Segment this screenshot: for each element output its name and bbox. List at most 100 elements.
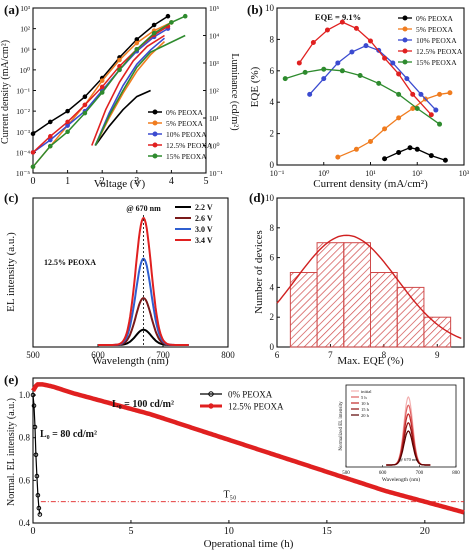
panel-b-point xyxy=(447,90,453,96)
panel-a-xtick-label: 4 xyxy=(169,176,174,187)
panel-b-point xyxy=(353,25,359,31)
panel-a-legend-marker xyxy=(152,142,158,148)
panel-b-point xyxy=(396,149,402,155)
panel-c-legend-entry: 3.4 V xyxy=(195,236,213,245)
inset-ylabel: Normalized EL intensity xyxy=(339,401,344,451)
panel-b-point xyxy=(307,91,313,97)
panel-e-ylabel: Normal. EL intensity (a.u.) xyxy=(6,398,17,506)
panel-a-jv-point xyxy=(99,84,105,90)
panel-b-legend-marker xyxy=(402,26,408,32)
panel-d-xtick-label: 7 xyxy=(328,350,333,360)
panel-b-ytick-label: 4 xyxy=(270,97,275,107)
panel-a-jv-point xyxy=(65,123,70,128)
panel-d-ytick-label: 8 xyxy=(270,223,275,233)
panel-a-legend-entry: 15% PEOXA xyxy=(166,152,207,161)
panel-d-bar xyxy=(316,242,345,348)
inset-legend-entry: 10 h xyxy=(361,401,370,406)
panel-b-point xyxy=(428,153,434,159)
panel-a-jv-point xyxy=(30,131,36,137)
panel-b-point xyxy=(414,146,420,152)
panel-b-point xyxy=(437,91,443,97)
panel-a-jv-point xyxy=(99,90,105,95)
panel-b-point xyxy=(428,112,434,118)
panel-b-point xyxy=(390,60,396,66)
panel-b-point xyxy=(349,49,355,55)
panel-b-point xyxy=(339,19,345,25)
panel-a-legend-marker xyxy=(152,131,158,137)
panel-d-bar xyxy=(289,272,318,348)
panel-b-point xyxy=(353,146,359,152)
panel-a-ytick-label: 10² xyxy=(20,25,31,34)
panel-c-frame xyxy=(32,197,229,348)
panel-a-y2tick-label: 10⁵ xyxy=(209,4,220,13)
panel-b-point xyxy=(382,55,388,61)
panel-a-jv-point xyxy=(151,22,157,28)
panel-b-xtick-label: 10² xyxy=(412,169,423,178)
panel-e-l0-12: L₀ = 100 cd/m² xyxy=(112,399,174,410)
panel-a: 0 1 2 3 4 5 10⁻⁵ 10⁻⁴ 10⁻³ 10⁻² 10⁻¹ 10⁰ 10¹ 10² 10³ 10… xyxy=(0,2,240,190)
panel-e-point-0 xyxy=(37,512,43,517)
panel-e-point-0 xyxy=(34,473,40,479)
panel-a-xtick-label: 2 xyxy=(100,176,105,187)
panel-e-legend-marker xyxy=(208,403,214,409)
panel-a-jv-point xyxy=(117,67,122,73)
panel-a-ytick-label: 10¹ xyxy=(20,45,30,54)
panel-a-xlabel: Voltage (V) xyxy=(94,178,146,190)
panel-e-l0-0: L₀ = 80 cd/m² xyxy=(40,429,97,440)
panel-a-y2tick-label: 10² xyxy=(209,87,220,96)
panel-a-legend-marker xyxy=(152,120,158,126)
panel-a-ytick-label: 10³ xyxy=(20,4,31,13)
panel-e-xtick-label: 5 xyxy=(128,526,133,537)
panel-a-lv-line xyxy=(94,89,151,146)
panel-a-ytick-label: 10⁰ xyxy=(19,66,30,75)
panel-a-legend-entry: 5% PEOXA xyxy=(166,119,203,128)
panel-b-point xyxy=(321,66,327,72)
panel-b-point xyxy=(282,76,288,82)
panel-a-jv-point xyxy=(82,102,88,108)
panel-a-jv-point xyxy=(151,30,157,36)
panel-b-xtick-label: 10⁰ xyxy=(318,169,329,178)
panel-c-legend-entry: 2.2 V xyxy=(195,203,213,212)
panel-a-legend-marker xyxy=(152,109,158,115)
panel-b-point xyxy=(414,105,420,111)
panel-b-point xyxy=(442,157,448,163)
panel-b-point xyxy=(324,27,330,33)
inset-spectrum xyxy=(386,430,431,466)
panel-e-legend-entry: 12.5% PEOXA xyxy=(228,402,284,412)
panel-a-ytick-label: 10⁻² xyxy=(16,107,30,116)
panel-d-ytick-label: 6 xyxy=(270,253,275,263)
panel-b-xlabel: Current density (mA/cm²) xyxy=(313,178,428,190)
panel-a-jv-point xyxy=(134,40,140,46)
panel-c-xlabel: Wavelength (nm) xyxy=(92,355,169,367)
panel-b-point xyxy=(407,145,413,151)
panel-a-jv-point xyxy=(65,119,70,125)
panel-b-ytick-label: 6 xyxy=(270,66,275,76)
panel-b-point xyxy=(404,76,410,82)
inset-legend-entry: 15 h xyxy=(361,407,370,412)
panel-a-lv-line xyxy=(94,37,166,146)
panel-a-jv-point xyxy=(82,110,88,116)
panel-a-y2tick-label: 10⁻¹ xyxy=(209,169,223,178)
panel-a-jv-point xyxy=(99,78,105,83)
panel-a-ylabel: Current density (mA/cm²) xyxy=(0,40,11,144)
panel-b-legend-entry: 10% PEOXA xyxy=(416,36,457,45)
panel-a-jv-point xyxy=(82,94,88,100)
panel-b-point xyxy=(321,76,327,82)
panel-b-legend-marker xyxy=(402,48,408,54)
panel-d-ylabel: Number of devices xyxy=(253,230,265,314)
panel-c-legend-entry: 2.6 V xyxy=(195,214,213,223)
panel-b-point xyxy=(396,91,402,97)
panel-b-xtick-label: 10³ xyxy=(459,169,470,178)
panel-a-jv-point xyxy=(134,37,140,42)
panel-a-xtick-label: 0 xyxy=(31,176,36,187)
panel-b-point xyxy=(418,91,424,97)
panel-a-xtick-label: 3 xyxy=(134,176,139,187)
panel-c-xtick-label: 700 xyxy=(156,350,170,360)
panel-a-jv-point xyxy=(182,13,188,19)
panel-b-point xyxy=(357,73,363,79)
panel-c-xtick-label: 600 xyxy=(91,350,105,360)
panel-b-point xyxy=(335,60,341,66)
panel-d-bar xyxy=(423,316,452,348)
